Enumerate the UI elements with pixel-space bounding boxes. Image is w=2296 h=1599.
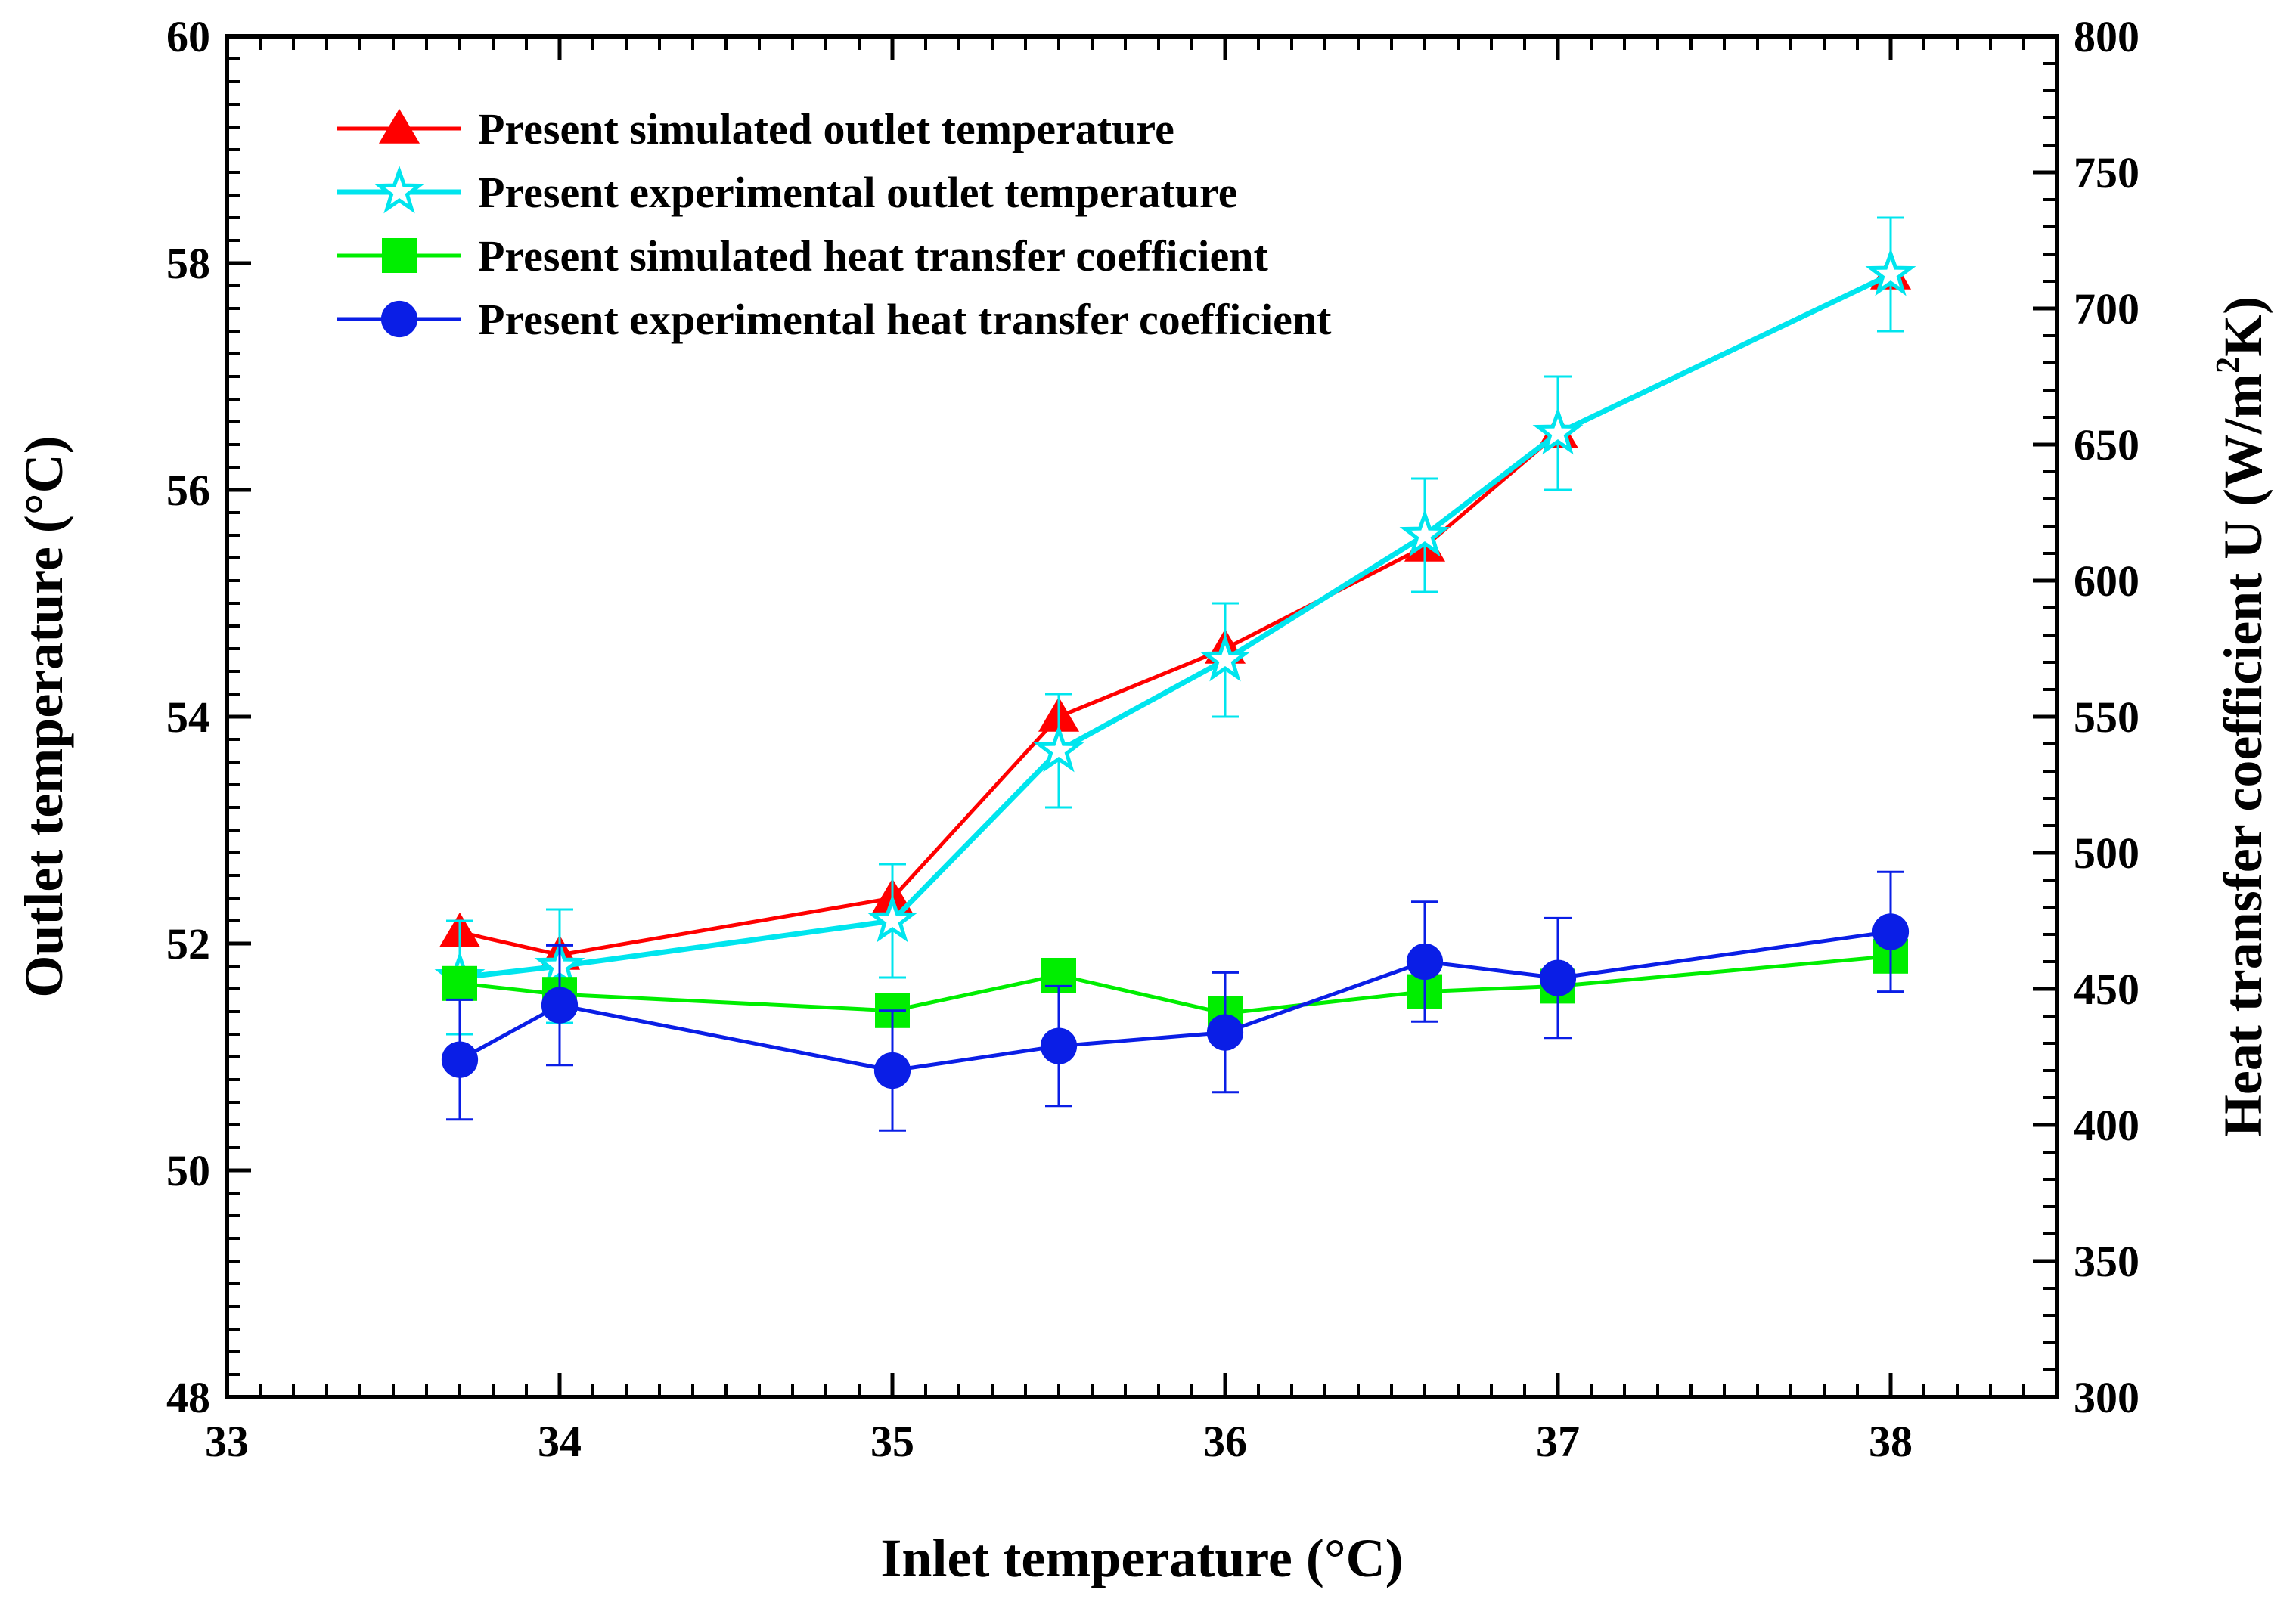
x-axis-title: Inlet temperature (°C) (880, 1528, 1403, 1588)
data-point (1040, 1027, 1078, 1064)
data-point (1206, 1014, 1244, 1051)
y-right-tick-label: 500 (2074, 829, 2139, 878)
y-left-tick-label: 48 (166, 1373, 210, 1422)
x-tick-label: 34 (538, 1417, 582, 1466)
legend: Present simulated outlet temperature Pres… (337, 104, 1332, 344)
data-point (1872, 913, 1910, 950)
y-left-axis-title: Outlet temperature (°C) (14, 435, 74, 997)
y-right-tick-label: 300 (2074, 1373, 2139, 1422)
data-point (1199, 633, 1251, 682)
y-right-title-sup: 2 (2209, 357, 2246, 373)
y-left-tick-labels: 48 50 52 54 56 58 60 (166, 12, 210, 1422)
y-right-title-prefix: Heat transfer coefficient U (W/m (2213, 373, 2273, 1137)
legend-marker (380, 300, 418, 338)
legend-label: Present simulated heat transfer coeffici… (478, 231, 1268, 280)
y-left-tick-label: 58 (166, 239, 210, 288)
x-tick-label: 36 (1203, 1417, 1247, 1466)
data-point (1033, 724, 1084, 773)
y-left-tick-label: 56 (166, 466, 210, 515)
x-tick-label: 37 (1536, 1417, 1580, 1466)
legend-marker (374, 165, 425, 214)
major-ticks (225, 34, 2057, 1399)
series-line (458, 929, 1891, 1073)
data-point (1406, 943, 1444, 981)
minor-ticks (227, 36, 2059, 1397)
data-point (442, 965, 477, 1001)
y-right-title-suffix: K) (2213, 296, 2273, 357)
y-right-tick-label: 350 (2074, 1237, 2139, 1286)
series-layer (434, 216, 1916, 1132)
legend-marker (378, 108, 420, 144)
data-point (1539, 959, 1577, 996)
legend-label: Present simulated outlet temperature (478, 104, 1174, 153)
x-tick-label: 35 (870, 1417, 914, 1466)
y-right-axis-title: Heat transfer coefficient U (W/m2K) (2209, 296, 2273, 1137)
x-tick-label: 38 (1869, 1417, 1913, 1466)
y-right-tick-label: 550 (2074, 693, 2139, 742)
y-left-tick-label: 60 (166, 12, 210, 61)
legend-label: Present experimental heat transfer coeff… (478, 295, 1332, 344)
legend-label: Present experimental outlet temperature (478, 168, 1237, 217)
y-right-tick-label: 450 (2074, 965, 2139, 1014)
y-right-tick-label: 750 (2074, 148, 2139, 197)
y-left-tick-label: 52 (166, 919, 210, 968)
series-line (459, 271, 1892, 981)
data-point (1532, 406, 1584, 455)
data-point (873, 1052, 911, 1089)
data-point (1399, 508, 1451, 557)
series-0 (439, 254, 1912, 970)
y-right-tick-label: 700 (2074, 284, 2139, 333)
y-right-tick-labels: 300 350 400 450 500 550 600 650 700 750 800 (2074, 12, 2139, 1422)
series-3 (441, 870, 1910, 1132)
data-point (1865, 247, 1916, 296)
y-right-tick-label: 800 (2074, 12, 2139, 61)
x-tick-label: 33 (205, 1417, 249, 1466)
x-tick-labels: 33 34 35 36 37 38 (205, 1417, 1913, 1466)
y-right-tick-label: 600 (2074, 556, 2139, 606)
legend-marker (382, 238, 417, 273)
y-right-tick-label: 650 (2074, 420, 2139, 469)
series-line (459, 954, 1891, 1015)
data-point (867, 894, 918, 943)
y-left-tick-label: 50 (166, 1146, 210, 1195)
y-left-tick-label: 54 (166, 693, 210, 742)
y-right-tick-label: 400 (2074, 1101, 2139, 1150)
data-point (441, 1041, 479, 1078)
data-point (541, 987, 579, 1024)
